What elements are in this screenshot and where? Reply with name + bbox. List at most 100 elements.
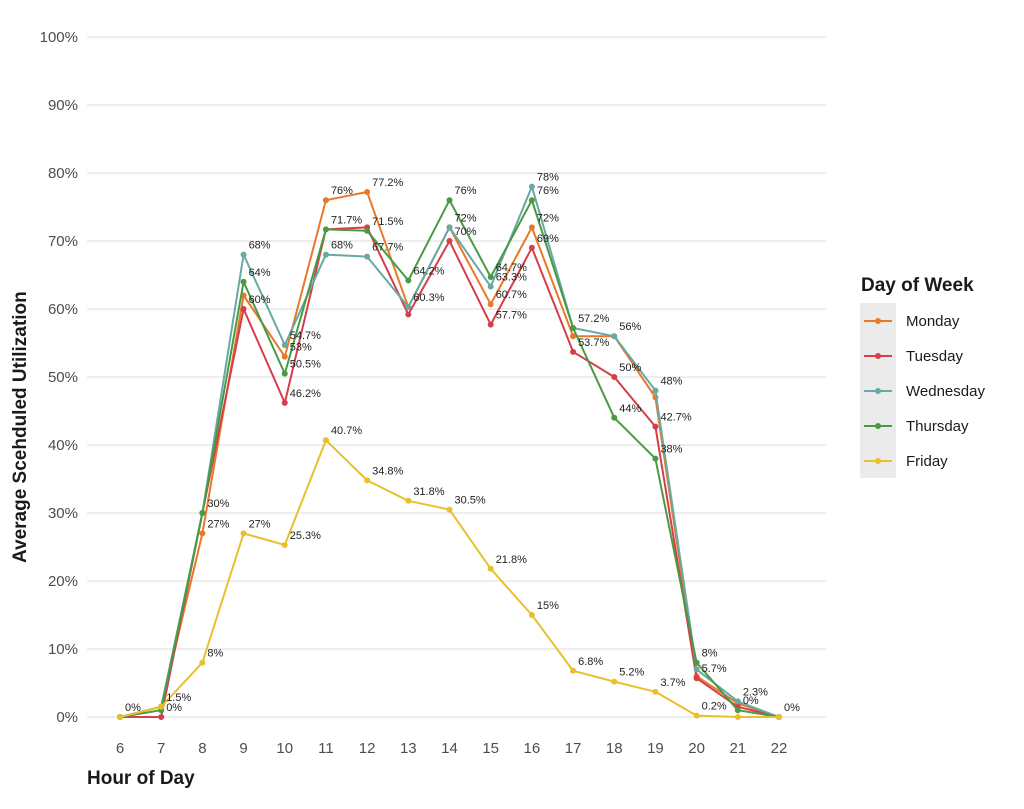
y-tick-label: 40% (48, 437, 78, 454)
x-tick-label: 14 (441, 740, 458, 757)
x-axis-title: Hour of Day (87, 768, 195, 789)
data-point (322, 251, 329, 258)
x-tick-label: 17 (565, 740, 582, 757)
data-label: 5.7% (702, 663, 727, 675)
data-point (405, 497, 412, 504)
data-label: 0.2% (702, 701, 727, 713)
data-point (281, 370, 288, 377)
data-point (281, 399, 288, 406)
data-label: 5.2% (619, 667, 644, 679)
data-label: 50% (619, 362, 641, 374)
legend-key-point (875, 353, 881, 359)
legend-title: Day of Week (861, 275, 974, 296)
data-label: 34.8% (372, 465, 403, 477)
data-label: 60.3% (413, 292, 444, 304)
data-point (364, 477, 371, 484)
data-label: 76% (331, 185, 353, 197)
series-tuesday (117, 224, 782, 720)
data-point (158, 714, 165, 720)
data-label: 53.7% (578, 337, 609, 349)
x-tick-label: 11 (318, 740, 334, 757)
data-label: 8% (702, 648, 718, 660)
data-label: 0% (125, 702, 141, 714)
data-point (322, 437, 329, 444)
y-tick-label: 10% (48, 641, 78, 658)
series-lines (117, 183, 782, 720)
data-point (240, 306, 247, 312)
y-axis-title: Average Scehduled Utilization (10, 291, 31, 563)
data-point (734, 707, 741, 714)
data-label: 0% (166, 702, 182, 714)
data-label: 30% (207, 498, 229, 510)
legend-label: Friday (906, 453, 948, 470)
data-label: 77.2% (372, 177, 403, 189)
data-label: 50.5% (290, 359, 321, 371)
data-point (364, 227, 371, 234)
data-label: 57.2% (578, 313, 609, 325)
data-label: 0% (743, 695, 759, 707)
data-label: 56% (619, 321, 641, 333)
x-axis-ticks: 6 7 8 9 10 11 12 13 14 15 16 17 18 19 20 21 22 (116, 740, 788, 757)
data-label: 63.3% (496, 272, 527, 284)
legend-item-friday: Friday (864, 453, 948, 470)
data-point (487, 301, 494, 308)
data-label: 72% (455, 212, 477, 224)
data-label: 71.7% (331, 214, 362, 226)
data-point (405, 303, 412, 310)
data-point (652, 688, 659, 695)
data-point (693, 659, 700, 666)
x-tick-label: 19 (647, 740, 664, 757)
legend-label: Thursday (906, 418, 969, 435)
data-label: 21.8% (496, 554, 527, 566)
data-point (446, 506, 453, 513)
data-point (693, 675, 700, 682)
legend-item-tuesday: Tuesday (864, 348, 963, 365)
data-point (446, 224, 453, 231)
legend: Day of Week Monday Tuesday Wednesday Thursd… (860, 275, 985, 478)
gridlines (87, 36, 826, 718)
x-tick-label: 22 (771, 740, 788, 757)
data-label: 78% (537, 172, 559, 184)
data-point (281, 541, 288, 548)
data-point (487, 321, 494, 328)
data-point (487, 274, 494, 281)
y-tick-label: 50% (48, 369, 78, 386)
data-point (611, 374, 618, 380)
data-label: 69% (537, 233, 559, 245)
data-point (611, 678, 618, 685)
data-label: 60.7% (496, 289, 527, 301)
data-point (776, 714, 782, 720)
data-label: 38% (660, 444, 682, 456)
data-point (240, 251, 247, 258)
legend-label: Monday (906, 313, 960, 330)
data-label: 2.3% (743, 686, 768, 698)
y-tick-label: 0% (56, 709, 78, 726)
legend-key-point (875, 423, 881, 429)
data-point (734, 714, 741, 720)
data-point (158, 703, 165, 710)
data-label: 40.7% (331, 425, 362, 437)
x-tick-label: 15 (482, 740, 499, 757)
data-point (405, 311, 412, 318)
y-tick-label: 20% (48, 573, 78, 590)
data-label: 48% (660, 376, 682, 388)
data-point (652, 455, 659, 462)
data-label: 27% (249, 518, 271, 530)
data-label: 46.2% (290, 388, 321, 400)
y-tick-label: 80% (48, 165, 78, 182)
data-label: 54.7% (290, 330, 321, 342)
legend-key-point (875, 458, 881, 464)
data-point (528, 197, 535, 204)
data-point (364, 253, 371, 260)
legend-item-wednesday: Wednesday (864, 383, 985, 400)
data-point (528, 612, 535, 618)
data-label: 30.5% (455, 495, 486, 507)
data-label: 76% (537, 185, 559, 197)
y-tick-label: 70% (48, 233, 78, 250)
data-label: 42.7% (660, 412, 691, 424)
series-friday (117, 437, 782, 720)
data-point (281, 353, 288, 360)
legend-item-thursday: Thursday (864, 418, 969, 435)
data-label: 15% (537, 600, 559, 612)
